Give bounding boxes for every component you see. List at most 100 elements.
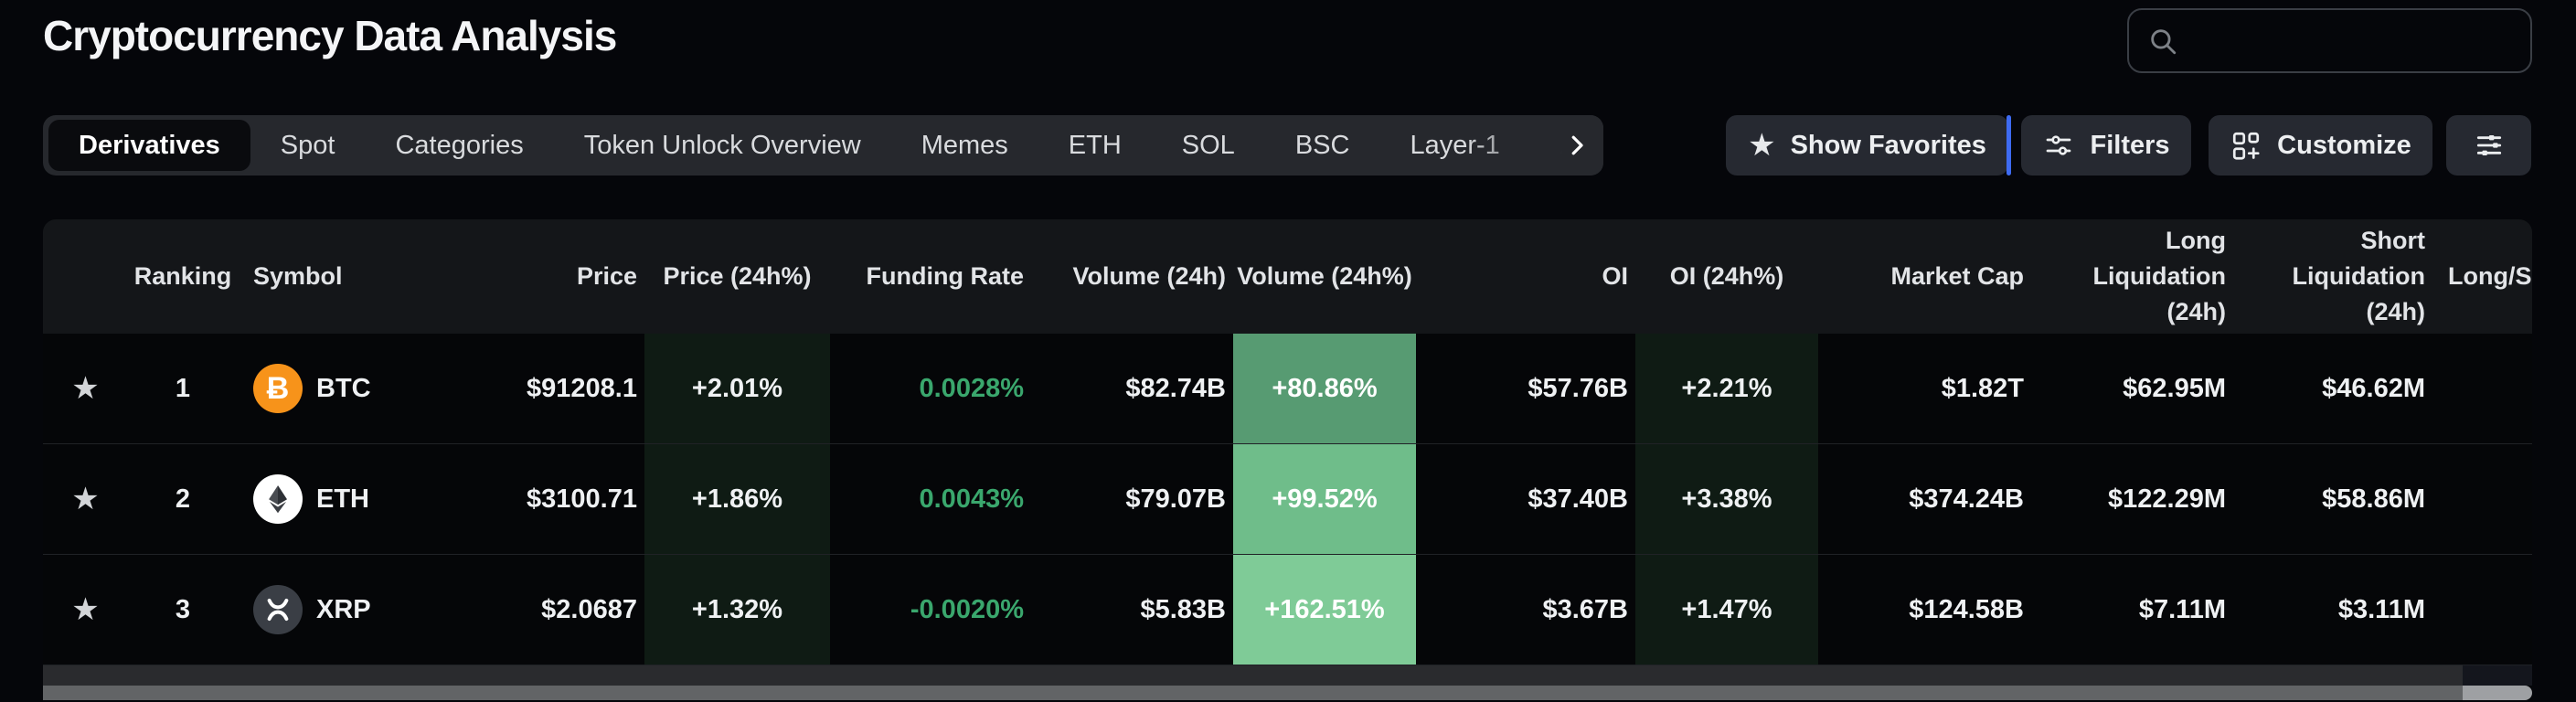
filters-label: Filters	[2090, 130, 2170, 160]
symbol-label: XRP	[316, 594, 371, 624]
table-row-xrp[interactable]: ★ 3 XRP $2.0687 +1.32% -0.0020% $5.83B +…	[43, 555, 2532, 665]
toolbar: ★ Show Favorites Filters Customize	[1726, 115, 2531, 176]
header-volume-24h[interactable]: Volume (24h)	[1072, 261, 1226, 290]
oi-change-value: +2.21%	[1635, 334, 1818, 443]
market-cap-value: $374.24B	[1909, 484, 2024, 514]
tab-spot[interactable]: Spot	[280, 130, 335, 160]
tab-layer-1[interactable]: Layer-1	[1410, 130, 1500, 160]
price-value: $91208.1	[527, 373, 637, 403]
long-liquidation-value: $122.29M	[2108, 484, 2226, 514]
favorite-star-icon[interactable]: ★	[71, 371, 100, 406]
oi-value: $57.76B	[1528, 373, 1628, 403]
long-short-value	[2432, 334, 2532, 443]
search-icon	[2151, 28, 2177, 54]
rank-value: 3	[175, 594, 191, 624]
market-cap-value: $124.58B	[1909, 594, 2024, 624]
header-price[interactable]: Price	[576, 261, 637, 290]
header-favorite	[43, 219, 128, 334]
market-cap-value: $1.82T	[1941, 373, 2024, 403]
table-row-btc[interactable]: ★ 1 Ƀ BTC $91208.1 +2.01% 0.0028% $82.74…	[43, 334, 2532, 444]
customize-button[interactable]: Customize	[2209, 115, 2432, 176]
table-header-row: Ranking Symbol Price Price (24h%) Fundin…	[43, 219, 2532, 334]
header-volume-24h-pct[interactable]: Volume (24h%)	[1237, 261, 1412, 290]
long-liquidation-value: $7.11M	[2138, 594, 2226, 624]
volume-value: $82.74B	[1125, 373, 1226, 403]
tab-memes[interactable]: Memes	[921, 130, 1008, 160]
long-short-value	[2432, 555, 2532, 665]
long-short-value	[2432, 444, 2532, 554]
show-favorites-label: Show Favorites	[1790, 130, 1986, 160]
tab-bar: Derivatives Spot Categories Token Unlock…	[43, 115, 1603, 176]
page-title: Cryptocurrency Data Analysis	[43, 12, 617, 59]
volume-change-value: +99.52%	[1233, 444, 1416, 554]
tab-scroll-right-button[interactable]	[1563, 115, 1591, 176]
tab-eth[interactable]: ETH	[1068, 130, 1122, 160]
favorite-star-icon[interactable]: ★	[71, 482, 100, 516]
symbol-cell[interactable]: XRP	[238, 555, 484, 665]
tab-derivatives[interactable]: Derivatives	[48, 120, 250, 171]
volume-change-value: +162.51%	[1233, 555, 1416, 665]
scrollbar-track-end	[2463, 665, 2532, 686]
header-long-liquidation[interactable]: Long Liquidation (24h)	[2092, 226, 2226, 326]
oi-value: $37.40B	[1528, 484, 1628, 514]
symbol-cell[interactable]: ETH	[238, 444, 484, 554]
show-favorites-button[interactable]: ★ Show Favorites	[1726, 115, 2008, 176]
tab-bsc[interactable]: BSC	[1294, 130, 1350, 160]
horizontal-scrollbar-thumb[interactable]	[43, 686, 2463, 700]
xrp-x-glyph	[267, 599, 289, 621]
rank-value: 2	[175, 484, 191, 514]
short-liquidation-value: $58.86M	[2322, 484, 2425, 514]
sliders-horizontal-icon	[2047, 135, 2071, 155]
short-liquidation-value: $3.11M	[2337, 594, 2425, 624]
tab-sol[interactable]: SOL	[1181, 130, 1235, 160]
header-ranking[interactable]: Ranking	[133, 261, 232, 290]
funding-rate-value: -0.0020%	[910, 594, 1024, 624]
oi-change-value: +3.38%	[1635, 444, 1818, 554]
volume-change-value: +80.86%	[1233, 334, 1416, 443]
header-funding-rate[interactable]: Funding Rate	[866, 261, 1024, 290]
horizontal-scrollbar-track[interactable]	[43, 665, 2532, 686]
eth-coin-icon	[253, 474, 303, 524]
funding-rate-value: 0.0028%	[919, 373, 1025, 403]
header-oi-24h[interactable]: OI (24h%)	[1669, 261, 1784, 290]
funding-rate-value: 0.0043%	[919, 484, 1025, 514]
price-change-value: +1.32%	[644, 555, 830, 665]
accent-divider	[2007, 115, 2011, 176]
price-value: $2.0687	[541, 594, 637, 624]
symbol-label: BTC	[316, 373, 371, 403]
symbol-cell[interactable]: Ƀ BTC	[238, 334, 484, 443]
price-change-value: +2.01%	[644, 334, 830, 443]
favorite-star-icon[interactable]: ★	[71, 592, 100, 627]
filters-button[interactable]: Filters	[2021, 115, 2191, 176]
search-box[interactable]	[2127, 8, 2532, 73]
column-settings-button[interactable]	[2446, 115, 2531, 176]
sliders-equalizer-icon	[2476, 135, 2501, 155]
volume-value: $5.83B	[1140, 594, 1226, 624]
chevron-right-icon	[1571, 135, 1583, 155]
scrollbar-thumb-end[interactable]	[2463, 686, 2532, 700]
grid-plus-icon	[2233, 132, 2260, 160]
oi-change-value: +1.47%	[1635, 555, 1818, 665]
derivatives-table: Ranking Symbol Price Price (24h%) Fundin…	[43, 219, 2532, 700]
price-value: $3100.71	[527, 484, 637, 514]
customize-label: Customize	[2277, 130, 2411, 160]
tab-token-unlock-overview[interactable]: Token Unlock Overview	[583, 130, 861, 160]
header-short-liquidation[interactable]: Short Liquidation (24h)	[2292, 226, 2425, 326]
price-change-value: +1.86%	[644, 444, 830, 554]
header-long-short[interactable]: Long/Sh	[2448, 261, 2532, 290]
search-input[interactable]	[2191, 26, 2521, 56]
rank-value: 1	[175, 373, 191, 403]
header-price-24h[interactable]: Price (24h%)	[663, 261, 812, 290]
table-row-eth[interactable]: ★ 2 ETH $3100.71 +1.86% 0.0043% $79.07B …	[43, 444, 2532, 555]
long-liquidation-value: $62.95M	[2123, 373, 2226, 403]
eth-diamond-glyph	[269, 485, 287, 514]
oi-value: $3.67B	[1542, 594, 1628, 624]
header-symbol[interactable]: Symbol	[253, 261, 343, 290]
symbol-label: ETH	[316, 484, 369, 514]
header-oi[interactable]: OI	[1602, 261, 1628, 290]
header-market-cap[interactable]: Market Cap	[1890, 261, 2024, 290]
xrp-coin-icon	[253, 585, 303, 634]
tab-categories[interactable]: Categories	[395, 130, 524, 160]
short-liquidation-value: $46.62M	[2322, 373, 2425, 403]
star-icon: ★	[1748, 128, 1776, 163]
